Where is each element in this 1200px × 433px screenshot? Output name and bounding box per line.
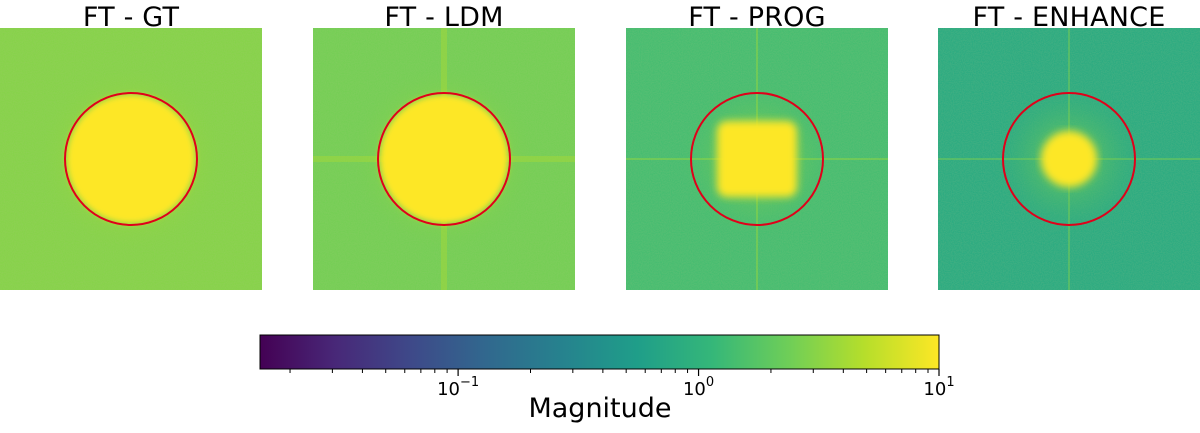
heatmap-svg	[0, 28, 262, 290]
radius-circle	[690, 92, 824, 226]
panel-title-ldm: FT - LDM	[384, 2, 504, 33]
heatmap-svg	[938, 28, 1200, 290]
heatmap-svg	[313, 28, 575, 290]
heatmap-panel-enhance	[938, 28, 1200, 290]
panel-title-gt: FT - GT	[82, 2, 180, 33]
panel-title-prog: FT - PROG	[688, 2, 826, 33]
radius-circle	[64, 92, 198, 226]
panel-title-enhance: FT - ENHANCE	[972, 2, 1166, 33]
radius-circle	[377, 92, 511, 226]
heatmap-core	[67, 95, 195, 223]
heatmap-panel-ldm	[313, 28, 575, 290]
heatmap-svg	[626, 28, 888, 290]
heatmap-core	[717, 121, 797, 197]
colorbar-label: Magnitude	[528, 393, 672, 424]
heatmap-panel-prog	[626, 28, 888, 290]
heatmap-core	[1041, 131, 1097, 187]
colorbar-gradient	[259, 334, 940, 370]
heatmap-panel-gt	[0, 28, 262, 290]
heatmap-core	[380, 95, 508, 223]
radius-circle	[1002, 92, 1136, 226]
